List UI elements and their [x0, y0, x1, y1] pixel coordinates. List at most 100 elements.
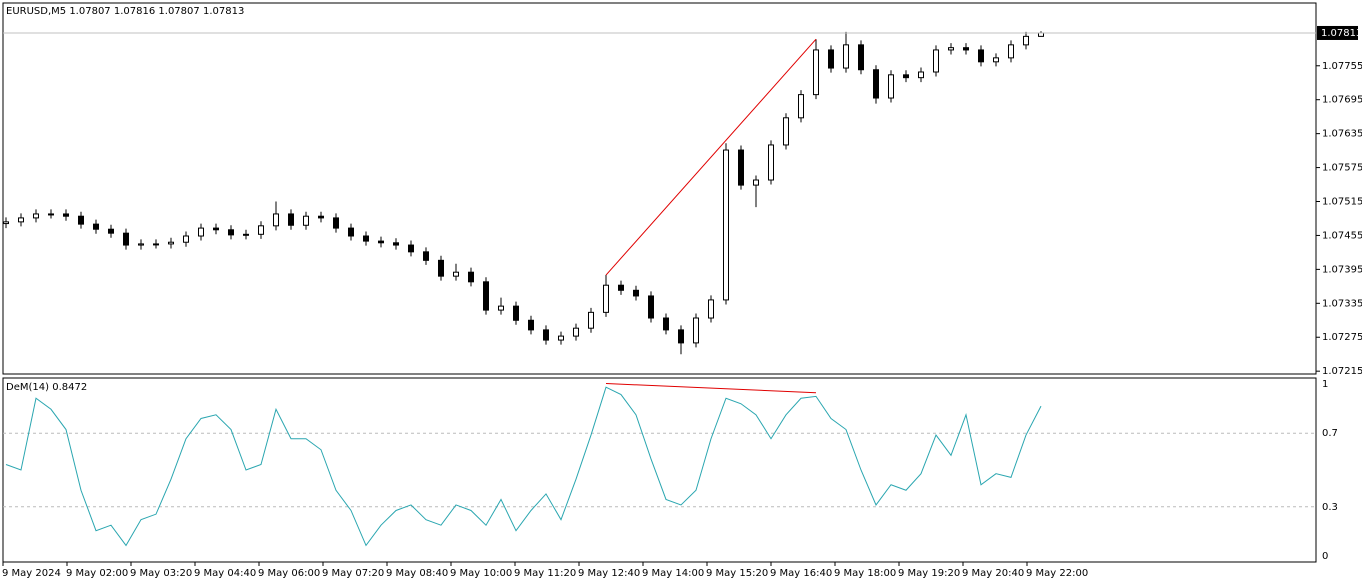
candle-body — [1008, 44, 1014, 59]
candle-body — [588, 311, 594, 329]
indicator-line — [5, 386, 1042, 547]
candle-body — [408, 244, 414, 253]
candle-body — [738, 149, 744, 186]
y-tick-label: 1.07275 — [1322, 332, 1362, 343]
candle-body — [93, 223, 99, 230]
candle-body — [438, 259, 444, 277]
candle-body — [498, 305, 504, 311]
y-tick-label: 1.07215 — [1322, 366, 1362, 377]
candle-body — [258, 225, 264, 235]
candle-body — [678, 329, 684, 344]
x-tick-label: 9 May 06:00 — [258, 568, 320, 579]
candle-body — [33, 213, 39, 219]
last-high: 1.07816 — [114, 6, 155, 17]
candle-body — [378, 240, 384, 244]
candle-body — [648, 295, 654, 319]
x-tick-label: 9 May 10:00 — [450, 568, 512, 579]
y-tick-label: 0.3 — [1322, 502, 1338, 513]
indicator-title: DeM(14) 0.8472 — [6, 382, 87, 393]
trendline — [605, 38, 817, 276]
candle-body — [108, 228, 114, 234]
current-price-box — [1317, 25, 1358, 40]
candle-body — [723, 149, 729, 301]
y-tick-label: 1.07635 — [1322, 129, 1362, 140]
candle-body — [168, 241, 174, 245]
last-low: 1.07807 — [158, 6, 199, 17]
candle-body — [663, 317, 669, 331]
x-tick-label: 9 May 04:40 — [194, 568, 256, 579]
current-price-label: 1.07813 — [1321, 28, 1362, 39]
x-tick-label: 9 May 11:20 — [514, 568, 576, 579]
candle-body — [483, 281, 489, 311]
candle-body — [303, 215, 309, 226]
candle-body — [333, 217, 339, 229]
candle-body — [858, 44, 864, 71]
y-tick-label: 0 — [1322, 551, 1328, 562]
candle-body — [873, 69, 879, 99]
candle-body — [528, 319, 534, 331]
candle-body — [243, 233, 249, 236]
candle-body — [183, 235, 189, 243]
y-tick-label: 1.07515 — [1322, 197, 1362, 208]
candle-body — [18, 217, 24, 223]
candle-body — [948, 47, 954, 51]
candle-body — [828, 49, 834, 69]
candle-body — [513, 305, 519, 321]
price-panel — [2, 2, 1317, 375]
candle-body — [363, 235, 369, 242]
candle-body — [558, 335, 564, 341]
candle-body — [423, 251, 429, 261]
y-tick-label: 1.07695 — [1322, 95, 1362, 106]
candle-body — [228, 229, 234, 236]
candle-body — [633, 289, 639, 297]
candle-body — [963, 47, 969, 51]
candle-body — [573, 327, 579, 337]
candle-body — [768, 144, 774, 181]
candle-body — [393, 242, 399, 246]
candle-body — [348, 227, 354, 237]
candle-body — [1023, 35, 1029, 46]
y-tick-label: 1.07575 — [1322, 163, 1362, 174]
candle-body — [798, 94, 804, 119]
candle-body — [888, 74, 894, 99]
candle-body — [153, 243, 159, 246]
x-tick-label: 9 May 14:00 — [642, 568, 704, 579]
indicator-value: 0.8472 — [52, 382, 87, 393]
x-tick-label: 9 May 16:40 — [770, 568, 832, 579]
trendline — [605, 383, 817, 394]
symbol: EURUSD,M5 — [6, 6, 66, 17]
candle-body — [453, 271, 459, 277]
last-close: 1.07813 — [203, 6, 244, 17]
indicator-name: DeM(14) — [6, 382, 49, 393]
candle-body — [903, 74, 909, 79]
candle-body — [318, 215, 324, 219]
y-tick-label: 1.07395 — [1322, 264, 1362, 275]
x-tick-label: 9 May 08:40 — [386, 568, 448, 579]
candle-body — [978, 49, 984, 63]
candle-body — [918, 71, 924, 79]
indicator-panel — [2, 377, 1317, 563]
y-tick-label: 0.7 — [1322, 428, 1338, 439]
candle-body — [753, 179, 759, 186]
y-tick-label: 1.07335 — [1322, 298, 1362, 309]
candle-body — [138, 243, 144, 246]
y-tick-label: 1 — [1322, 379, 1328, 390]
candle-body — [693, 317, 699, 344]
candle-body — [198, 227, 204, 237]
candle-body — [603, 284, 609, 313]
x-tick-label: 9 May 2024 — [2, 568, 61, 579]
candle-body — [993, 57, 999, 63]
candle-body — [708, 299, 714, 319]
candle-body — [783, 117, 789, 146]
candle-body — [123, 232, 129, 246]
candle-body — [213, 227, 219, 231]
x-tick-label: 9 May 12:40 — [578, 568, 640, 579]
x-tick-label: 9 May 20:40 — [962, 568, 1024, 579]
x-tick-label: 9 May 07:20 — [322, 568, 384, 579]
x-tick-label: 9 May 19:20 — [898, 568, 960, 579]
candle-body — [843, 44, 849, 69]
y-tick-label: 1.07755 — [1322, 61, 1362, 72]
candle-body — [933, 49, 939, 73]
x-tick-label: 9 May 03:20 — [130, 568, 192, 579]
